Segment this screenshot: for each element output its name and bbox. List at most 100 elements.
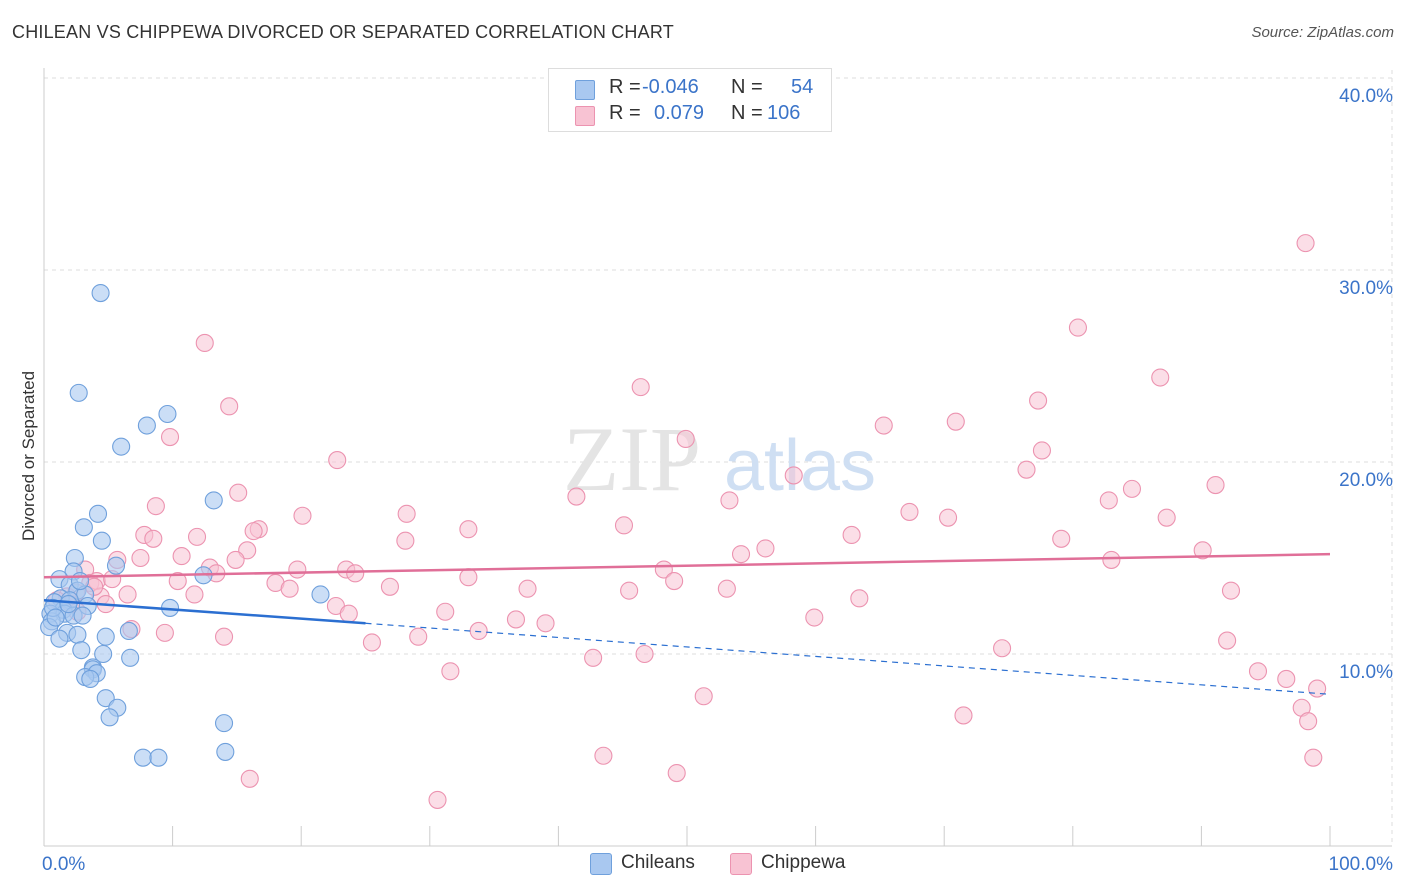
legend-r-label: R = [609,102,641,124]
chippewa-point [428,790,447,809]
chippewa-point [717,579,736,598]
chippewa-point [436,602,455,621]
trend-lines [43,552,1331,695]
chippewa-point [731,545,751,564]
chileans-point [149,748,168,767]
y-tick-label: 30.0% [1339,278,1393,299]
chippewa-point [1308,679,1327,698]
chileans-points [40,283,330,767]
chippewa-point [220,397,239,416]
chippewa-point [1296,234,1315,253]
chippewa-swatch [730,853,752,875]
chippewa-point [536,614,555,633]
chileans-point [133,748,153,767]
chileans-point [94,644,113,664]
chippewa-point [946,412,965,431]
chippewa-point [1206,475,1225,495]
chippewa-point [1218,631,1237,650]
chileans-point [137,416,156,435]
chippewa-point [594,746,613,765]
chileans-point [81,669,100,689]
chippewa-point [850,589,869,608]
chippewa-point [1193,541,1212,560]
chippewa-point [187,527,207,546]
y-tick-label: 10.0% [1339,662,1393,683]
chippewa-point [293,506,312,525]
chippewa-point [1122,479,1142,498]
correlation-legend: R = -0.046 N = 54 R = 0.079 N = 106 [548,68,832,132]
chippewa-point [1017,460,1036,479]
chippewa-point [1032,441,1051,460]
axes [43,68,1392,847]
chippewa-point [441,662,460,681]
chippewa-point [665,571,684,591]
chileans-point [158,404,177,424]
chileans-point [69,383,88,402]
chileans-point [72,641,91,660]
chileans-point [100,708,119,727]
chippewa-point [362,633,381,652]
chippewa-point [993,639,1012,658]
chippewa-point [244,522,263,541]
legend-r-value: -0.046 [642,76,699,98]
chippewa-point [172,547,191,566]
chileans-point [214,714,234,733]
chippewa-point [635,644,654,664]
chippewa-point [238,541,257,560]
chileans-point [112,437,131,456]
chippewa-point [1068,318,1087,337]
chippewa-point [1102,550,1121,569]
chippewa-point [144,529,163,548]
chippewa-point [1151,368,1170,387]
chippewa-point [676,429,695,449]
chileans-point [92,531,111,550]
chileans-swatch [575,80,595,100]
chileans-point [46,608,65,627]
chippewa-point [694,687,713,706]
chileans-point [121,648,140,667]
chippewa-point [131,548,150,568]
chippewa-point [240,769,259,788]
legend-label-chippewa: Chippewa [761,852,846,873]
chippewa-point [1052,529,1071,548]
chippewa-points [47,234,1327,809]
chippewa-point [155,623,174,642]
chippewa-point [288,560,307,579]
chippewa-point [805,608,824,627]
chippewa-point [1029,391,1048,410]
chileans-point [204,491,223,510]
chippewa-swatch [575,106,595,126]
chileans-point [119,621,138,641]
y-tick-label: 40.0% [1339,86,1393,107]
chippewa-point [146,497,165,516]
chippewa-point [160,427,180,447]
chippewa-point [459,520,478,539]
chippewa-point [667,763,686,783]
legend-n-value: 54 [791,76,814,98]
chippewa-point [328,451,347,470]
chileans-point [68,625,87,644]
chippewa-point [339,604,358,623]
x-tick-label: 0.0% [42,854,85,875]
y-axis-label: Divorced or Separated [19,371,38,541]
chippewa-point [874,416,893,435]
chileans-point [91,283,110,303]
chileans-point [59,595,78,614]
chippewa-point [469,621,488,641]
chippewa-point [939,508,958,527]
chileans-point [96,689,115,708]
chippewa-point [380,577,399,596]
chileans-point [70,571,90,591]
chippewa-point [1221,581,1241,600]
chileans-point [73,606,92,625]
chippewa-point [229,483,248,502]
chippewa-point [409,627,428,646]
chileans-trend-line [43,598,366,625]
chippewa-point [756,539,775,558]
chippewa-point [185,585,204,604]
chippewa-point [1299,712,1318,731]
chippewa-point [614,516,634,535]
chippewa-point [214,627,234,646]
chippewa-point [784,466,803,485]
